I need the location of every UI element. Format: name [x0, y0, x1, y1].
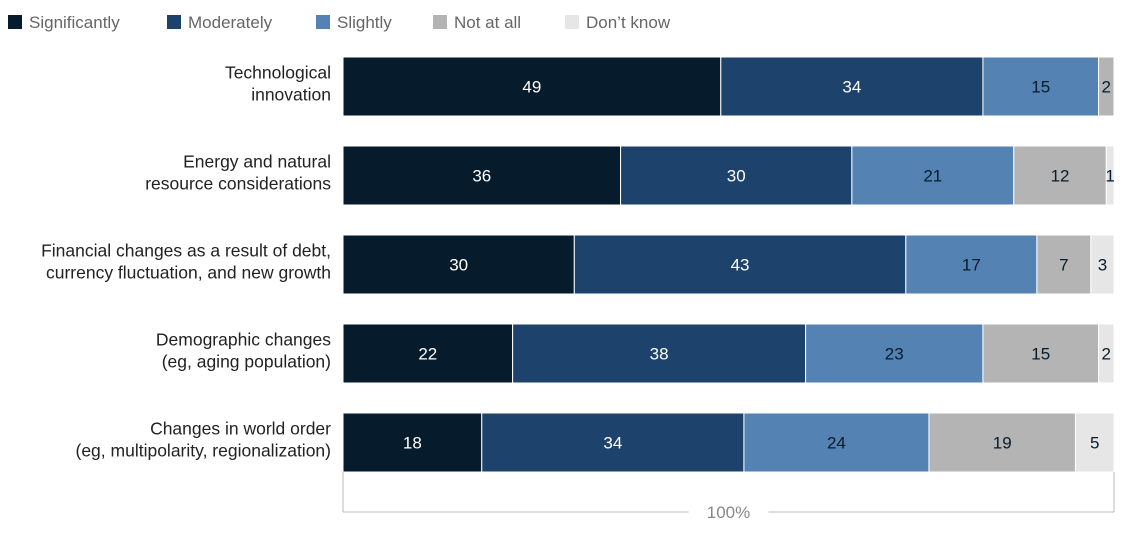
category-label-1-line-0: Energy and natural: [183, 152, 331, 172]
total-label: 100%: [707, 503, 750, 522]
legend-label-3: Not at all: [454, 13, 521, 32]
bar-segment-1-4: [1105, 145, 1115, 206]
bar-segment-1-3: [1013, 145, 1107, 206]
legend-label-0: Significantly: [29, 13, 120, 32]
category-label-3-line-0: Demographic changes: [156, 330, 331, 350]
bar-value-label-2-3: 7: [1059, 256, 1068, 275]
bar-segment-3-4: [1098, 323, 1115, 384]
category-label-0-line-1: innovation: [251, 85, 331, 105]
bar-segment-0-3: [1098, 56, 1115, 117]
legend-swatch-3: [433, 15, 447, 29]
bar-segment-3-0: [342, 323, 514, 384]
bar-segment-0-0: [342, 56, 722, 117]
bar-segment-4-0: [342, 412, 483, 473]
legend-swatch-1: [167, 15, 181, 29]
bar-value-label-4-1: 34: [603, 434, 622, 453]
bar-segment-2-3: [1036, 234, 1092, 295]
bar-value-label-1-1: 30: [727, 167, 746, 186]
bar-segment-4-4: [1074, 412, 1115, 473]
bar-segment-4-3: [928, 412, 1076, 473]
bar-value-label-0-0: 49: [522, 78, 541, 97]
category-label-1-line-1: resource considerations: [145, 174, 331, 194]
category-label-3-line-1: (eg, aging population): [162, 352, 331, 372]
bar-value-label-3-2: 23: [885, 345, 904, 364]
bar-value-label-0-3: 2: [1102, 78, 1111, 97]
bar-segment-4-2: [743, 412, 930, 473]
legend-label-4: Don’t know: [586, 13, 671, 32]
bar-value-label-1-2: 21: [923, 167, 942, 186]
legend-swatch-4: [565, 15, 579, 29]
bar-segment-0-2: [982, 56, 1100, 117]
bar-value-label-1-3: 12: [1051, 167, 1070, 186]
bar-value-label-1-0: 36: [472, 167, 491, 186]
category-label-0-line-0: Technological: [225, 63, 331, 83]
bar-value-label-3-0: 22: [418, 345, 437, 364]
legend-label-2: Slightly: [337, 13, 392, 32]
bar-value-label-2-1: 43: [731, 256, 750, 275]
category-label-2-line-0: Financial changes as a result of debt,: [41, 241, 331, 261]
bar-segment-3-1: [512, 323, 807, 384]
total-bracket: 100%: [342, 472, 1115, 522]
legend-label-1: Moderately: [188, 13, 273, 32]
bar-value-label-4-2: 24: [827, 434, 846, 453]
legend-swatch-0: [8, 15, 22, 29]
bar-segment-3-2: [805, 323, 984, 384]
bar-value-label-4-0: 18: [403, 434, 422, 453]
bar-value-label-4-3: 19: [993, 434, 1012, 453]
bar-segment-3-3: [982, 323, 1100, 384]
bar-segment-1-0: [342, 145, 622, 206]
bar-segment-2-0: [342, 234, 575, 295]
bar-segment-2-1: [573, 234, 907, 295]
bar-value-label-2-2: 17: [962, 256, 981, 275]
bar-segment-2-2: [905, 234, 1038, 295]
bar-segment-1-1: [620, 145, 853, 206]
bar-value-label-2-4: 3: [1098, 256, 1107, 275]
bar-value-label-0-1: 34: [842, 78, 861, 97]
bar-value-label-4-4: 5: [1090, 434, 1099, 453]
bars: 49 34 15 2 36 30 21 12 1 30 43 17 7 3 22 38 23 15 2 18 34 24 1…: [342, 56, 1115, 473]
legend: Significantly Moderately Slightly Not at al…: [8, 13, 671, 32]
category-label-4-line-1: (eg, multipolarity, regionalization): [76, 441, 332, 461]
bar-value-label-3-4: 2: [1102, 345, 1111, 364]
bar-value-label-0-2: 15: [1031, 78, 1050, 97]
bar-segment-2-4: [1090, 234, 1115, 295]
bar-value-label-3-1: 38: [650, 345, 669, 364]
legend-swatch-2: [316, 15, 330, 29]
bar-segment-0-1: [720, 56, 984, 117]
category-label-4-line-0: Changes in world order: [150, 419, 331, 439]
bar-value-label-1-4: 1: [1105, 167, 1114, 186]
bar-segment-1-2: [851, 145, 1015, 206]
bar-value-label-3-3: 15: [1031, 345, 1050, 364]
category-label-2-line-1: currency fluctuation, and new growth: [46, 263, 331, 283]
bar-value-label-2-0: 30: [449, 256, 468, 275]
